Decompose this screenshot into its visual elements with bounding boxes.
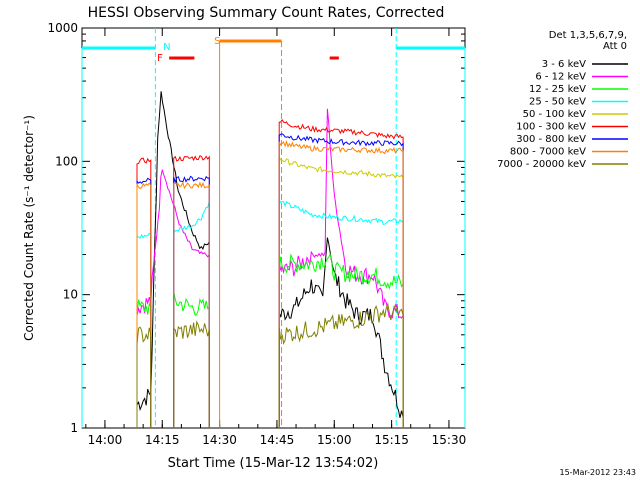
- legend-label-0: 3 - 6 keV: [542, 59, 586, 70]
- legend-label-7: 800 - 7000 keV: [510, 147, 586, 158]
- series-line-7-seg-0: [136, 182, 152, 428]
- series-line-8-seg-2: [278, 302, 404, 428]
- x-tick-label-5: 15:15: [374, 433, 409, 447]
- series-line-4-seg-0: [278, 156, 404, 428]
- series-line-8-seg-0: [136, 326, 152, 428]
- series-line-6-seg-0: [136, 177, 152, 428]
- series-line-2-seg-2: [278, 253, 404, 428]
- x-tick-label-3: 14:45: [260, 433, 295, 447]
- x-axis-label: Start Time (15-Mar-12 13:54:02): [168, 456, 379, 471]
- x-tick-label-1: 14:15: [145, 433, 180, 447]
- series-line-5-seg-2: [278, 119, 404, 428]
- legend-label-3: 25 - 50 keV: [529, 97, 586, 108]
- series-line-0-seg-0: [136, 91, 210, 428]
- series-line-1-seg-1: [278, 108, 404, 428]
- legend-label-2: 12 - 25 keV: [529, 84, 586, 95]
- legend-label-6: 300 - 800 keV: [516, 134, 586, 145]
- series-lines: [136, 91, 404, 428]
- y-tick-label-2: 100: [55, 154, 78, 168]
- flag-label-S: S: [214, 36, 220, 47]
- series-line-2-seg-0: [136, 299, 152, 428]
- series-line-3-seg-2: [278, 198, 404, 428]
- legend: Det 1,3,5,6,7,9,Att 0 3 - 6 keV 6 - 12 keV…: [497, 30, 628, 170]
- series-line-6-seg-2: [278, 133, 404, 428]
- x-tick-label-6: 15:30: [432, 433, 467, 447]
- legend-label-8: 7000 - 20000 keV: [497, 159, 586, 170]
- x-tick-label-0: 14:00: [88, 433, 123, 447]
- x-tick-label-4: 15:00: [317, 433, 352, 447]
- y-tick-label-0: 1: [70, 421, 78, 435]
- series-line-2-seg-1: [173, 292, 210, 428]
- series-line-0-seg-1: [278, 237, 404, 428]
- series-line-5-seg-0: [136, 157, 152, 428]
- plot-frame: [81, 27, 466, 429]
- series-line-7-seg-1: [173, 181, 210, 428]
- flag-label-N: N: [163, 42, 170, 53]
- legend-label-1: 6 - 12 keV: [535, 72, 586, 83]
- series-line-3-seg-1: [173, 201, 210, 428]
- y-tick-label-1: 10: [63, 288, 78, 302]
- series-line-7-seg-2: [278, 140, 404, 428]
- footer-timestamp: 15-Mar-2012 23:43: [560, 468, 637, 477]
- axis-ticks: 14:00 14:15 14:30 14:45 15:00 15:15 15:30 1 10 10…: [47, 21, 466, 447]
- flag-label-F: F: [157, 53, 163, 64]
- legend-header-1: Att 0: [603, 41, 627, 52]
- series-line-6-seg-1: [173, 175, 210, 428]
- y-tick-label-3: 1000: [47, 21, 78, 35]
- series-line-5-seg-1: [173, 155, 210, 428]
- x-tick-label-2: 14:30: [202, 433, 237, 447]
- series-line-3-seg-0: [136, 232, 152, 428]
- observation-overlays: NF S: [81, 28, 466, 428]
- legend-label-4: 50 - 100 keV: [523, 109, 587, 120]
- series-line-8-seg-1: [173, 320, 210, 428]
- y-axis-label: Corrected Count Rate (s⁻¹ detector⁻¹): [22, 115, 36, 341]
- series-line-1-seg-0: [136, 169, 210, 428]
- chart-title: HESSI Observing Summary Count Rates, Cor…: [88, 5, 445, 21]
- legend-label-5: 100 - 300 keV: [516, 122, 586, 133]
- legend-header-0: Det 1,3,5,6,7,9,: [549, 30, 627, 41]
